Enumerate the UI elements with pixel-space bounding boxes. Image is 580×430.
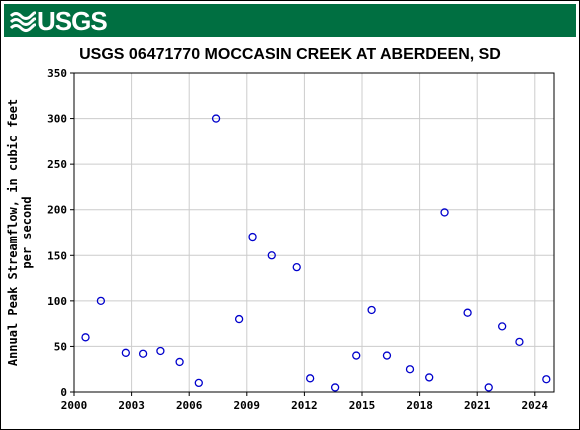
y-axis: 0 50 100 150 200 250 300 350 bbox=[47, 67, 74, 399]
data-point bbox=[542, 375, 551, 384]
y-tick-label: 350 bbox=[47, 67, 67, 80]
x-tick-label: 2003 bbox=[118, 399, 145, 412]
data-point bbox=[81, 333, 90, 342]
y-tick-label: 0 bbox=[60, 386, 67, 399]
data-point bbox=[515, 337, 524, 347]
y-tick-label: 150 bbox=[47, 249, 67, 262]
data-point bbox=[405, 365, 415, 374]
y-tick-label: 200 bbox=[47, 204, 67, 217]
data-point bbox=[211, 114, 221, 123]
y-axis-title: Annual Peak Streamflow, in cubic feet per… bbox=[6, 99, 34, 366]
y-tick-label: 300 bbox=[47, 113, 67, 126]
data-points bbox=[81, 114, 551, 392]
y-axis-title-line: Annual Peak Streamflow, in cubic feet bbox=[6, 99, 20, 366]
data-point bbox=[175, 357, 184, 367]
data-point bbox=[121, 348, 130, 357]
usgs-logo-text: USGS bbox=[37, 6, 108, 36]
data-point bbox=[425, 373, 434, 382]
data-point bbox=[138, 349, 148, 358]
data-point bbox=[194, 378, 203, 388]
data-point bbox=[248, 232, 257, 242]
data-point bbox=[440, 208, 449, 217]
grid-lines bbox=[74, 73, 554, 392]
data-point bbox=[96, 296, 106, 306]
y-tick-label: 250 bbox=[47, 158, 67, 171]
x-tick-label: 2015 bbox=[349, 399, 376, 412]
y-tick-label: 50 bbox=[54, 340, 67, 353]
usgs-banner: USGS bbox=[4, 4, 576, 37]
x-tick-label: 2006 bbox=[176, 399, 203, 412]
data-point bbox=[292, 262, 301, 272]
x-tick-label: 2000 bbox=[61, 399, 88, 412]
data-point bbox=[156, 346, 165, 356]
data-point bbox=[306, 374, 315, 383]
data-point bbox=[498, 322, 507, 331]
data-point bbox=[484, 383, 493, 392]
x-tick-label: 2012 bbox=[291, 399, 318, 412]
data-point bbox=[234, 314, 244, 324]
data-point bbox=[463, 308, 472, 317]
data-point bbox=[352, 351, 361, 360]
y-axis-title-line: per second bbox=[20, 196, 34, 268]
data-point bbox=[382, 351, 392, 360]
plot-area bbox=[73, 72, 555, 393]
y-tick-label: 100 bbox=[47, 295, 67, 308]
usgs-wave-icon bbox=[10, 6, 36, 36]
x-tick-label: 2009 bbox=[234, 399, 261, 412]
chart-title: USGS 06471770 MOCCASIN CREEK AT ABERDEEN… bbox=[79, 46, 501, 63]
x-tick-label: 2024 bbox=[522, 399, 549, 412]
data-point bbox=[330, 383, 340, 392]
x-tick-label: 2021 bbox=[464, 399, 491, 412]
x-tick-label: 2018 bbox=[406, 399, 433, 412]
data-point bbox=[267, 251, 276, 260]
data-point bbox=[367, 305, 376, 315]
x-axis: 2000 2003 2006 2009 2012 2015 2018 2021 2024 bbox=[61, 392, 549, 412]
